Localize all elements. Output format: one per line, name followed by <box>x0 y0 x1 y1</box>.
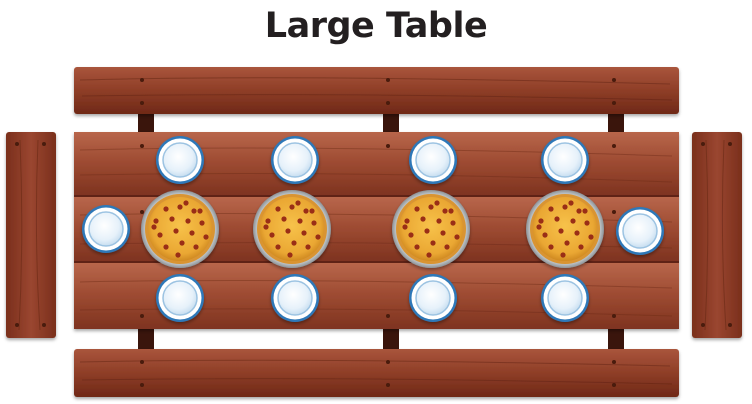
pepperoni <box>305 244 311 250</box>
pepperoni <box>426 252 432 258</box>
pepperoni <box>414 244 420 250</box>
pepperoni <box>548 244 554 250</box>
plate <box>156 136 204 184</box>
pepperoni <box>408 232 414 238</box>
pepperoni <box>185 218 191 224</box>
pepperoni <box>450 220 456 226</box>
pepperoni <box>281 216 287 222</box>
pepperoni <box>179 240 185 246</box>
pepperoni <box>444 244 450 250</box>
pepperoni <box>402 224 408 230</box>
plate <box>541 274 589 322</box>
pepperoni <box>430 240 436 246</box>
pepperoni <box>265 218 271 224</box>
pepperoni <box>203 234 209 240</box>
pizza <box>526 190 604 268</box>
pepperoni <box>285 228 291 234</box>
pepperoni <box>568 200 574 206</box>
pepperoni <box>574 230 580 236</box>
pepperoni <box>295 200 301 206</box>
pepperoni <box>570 218 576 224</box>
table-legs <box>138 113 624 351</box>
pepperoni <box>297 218 303 224</box>
pepperoni <box>301 230 307 236</box>
pepperoni <box>289 204 295 210</box>
pepperoni <box>197 208 203 214</box>
plate <box>409 136 457 184</box>
pepperoni <box>558 228 564 234</box>
page-title: Large Table <box>264 6 488 46</box>
pepperoni <box>414 206 420 212</box>
pepperoni <box>588 234 594 240</box>
pepperoni <box>584 220 590 226</box>
pepperoni <box>303 208 309 214</box>
pepperoni <box>163 244 169 250</box>
pepperoni <box>183 200 189 206</box>
pepperoni <box>157 232 163 238</box>
plates <box>82 136 664 322</box>
pepperoni <box>163 206 169 212</box>
pepperoni <box>269 232 275 238</box>
plate <box>82 205 130 253</box>
pepperoni <box>576 208 582 214</box>
pepperoni <box>562 204 568 210</box>
pepperoni <box>582 208 588 214</box>
pepperoni <box>448 208 454 214</box>
pepperoni <box>440 230 446 236</box>
plate <box>156 274 204 322</box>
bottom-bench <box>74 349 679 397</box>
top-bench <box>74 67 679 114</box>
pizza <box>253 190 331 268</box>
pepperoni <box>428 204 434 210</box>
pepperoni <box>287 252 293 258</box>
pepperoni <box>151 224 157 230</box>
plate <box>409 274 457 322</box>
pepperoni <box>291 240 297 246</box>
plate <box>541 136 589 184</box>
pepperoni <box>542 232 548 238</box>
plate <box>271 274 319 322</box>
pepperoni <box>275 206 281 212</box>
pepperoni <box>442 208 448 214</box>
pepperoni <box>436 218 442 224</box>
pepperoni <box>173 228 179 234</box>
pepperoni <box>199 220 205 226</box>
pizzas <box>141 190 604 268</box>
pepperoni <box>263 224 269 230</box>
pepperoni <box>548 206 554 212</box>
pepperoni <box>434 200 440 206</box>
pepperoni <box>536 224 542 230</box>
pepperoni <box>538 218 544 224</box>
pepperoni <box>309 208 315 214</box>
pepperoni <box>554 216 560 222</box>
right-end-bench <box>692 132 742 338</box>
left-end-bench <box>6 132 56 338</box>
pepperoni <box>175 252 181 258</box>
plate <box>616 207 664 255</box>
pepperoni <box>153 218 159 224</box>
plate <box>271 136 319 184</box>
pepperoni <box>169 216 175 222</box>
pizza <box>141 190 219 268</box>
pepperoni <box>560 252 566 258</box>
pepperoni <box>404 218 410 224</box>
pepperoni <box>275 244 281 250</box>
pepperoni <box>420 216 426 222</box>
pepperoni <box>193 244 199 250</box>
pepperoni <box>315 234 321 240</box>
pepperoni <box>177 204 183 210</box>
pizza <box>392 190 470 268</box>
pepperoni <box>578 244 584 250</box>
pepperoni <box>191 208 197 214</box>
pepperoni <box>189 230 195 236</box>
pepperoni <box>564 240 570 246</box>
pepperoni <box>311 220 317 226</box>
pepperoni <box>424 228 430 234</box>
pepperoni <box>454 234 460 240</box>
